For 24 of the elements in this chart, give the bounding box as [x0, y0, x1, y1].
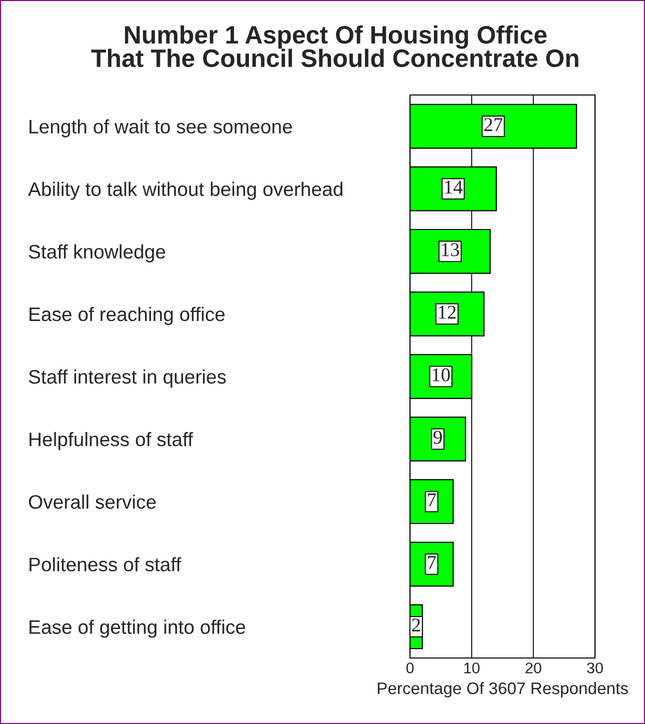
y-tick-label: Overall service — [28, 494, 156, 509]
data-label: 27 — [484, 118, 502, 131]
y-tick-label: Staff interest in queries — [28, 369, 226, 388]
data-label: 12 — [438, 306, 456, 319]
x-axis-title: Percentage Of 3607 Respondents — [378, 682, 628, 698]
x-tick-label: 20 — [526, 662, 542, 674]
chart-title: Number 1 Aspect Of Housing Office That The Council Should Concentrate On — [91, 25, 578, 68]
y-tick-label: Politeness of staff — [30, 557, 182, 572]
y-tick-label: Helpfulness of staff — [30, 432, 194, 450]
y-tick-label: Ability to talk without being overhead — [28, 182, 342, 200]
x-tick-label: 0 — [406, 662, 414, 674]
data-label: 7 — [428, 556, 436, 569]
y-tick-label: Ease of getting into office — [30, 620, 246, 638]
y-tick-label: Ease of reaching office — [30, 306, 225, 326]
data-label: 13 — [442, 243, 460, 256]
x-tick-label: 10 — [464, 662, 480, 674]
y-tick-label: Length of wait to see someone — [30, 119, 292, 138]
data-label: 9 — [434, 430, 442, 444]
data-label: 7 — [428, 494, 436, 506]
x-tick-label: 30 — [587, 662, 603, 674]
y-tick-label: Staff knowledge — [28, 244, 166, 262]
data-label: 14 — [445, 180, 463, 194]
data-label: 2 — [412, 618, 420, 632]
data-label: 10 — [432, 368, 450, 382]
